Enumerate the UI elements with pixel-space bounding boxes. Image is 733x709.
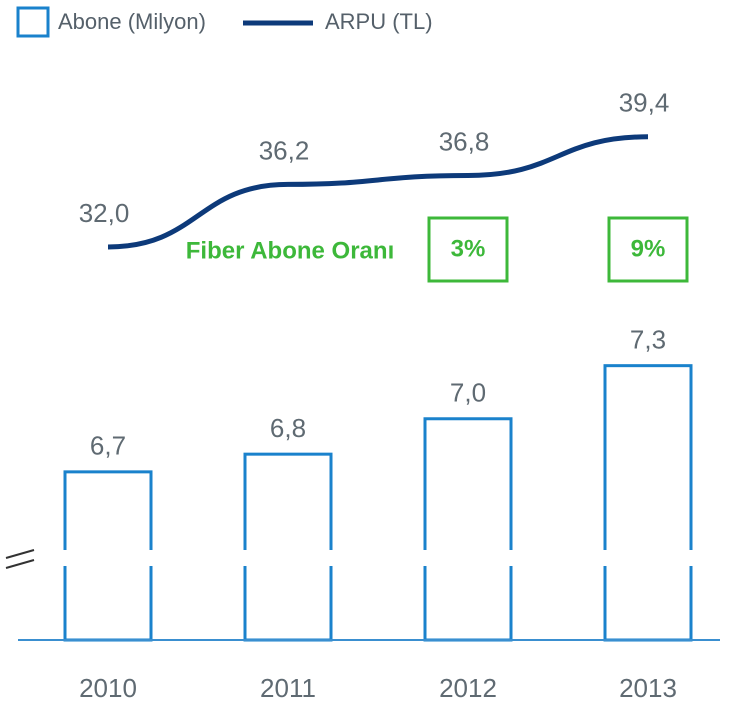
value-label: 36,8 <box>439 126 490 156</box>
axis-break <box>62 550 154 566</box>
legend-label: ARPU (TL) <box>325 9 433 34</box>
x-tick-label: 2013 <box>619 673 677 703</box>
fiber-box <box>427 216 509 283</box>
fiber-value: 9% <box>631 235 666 262</box>
axis-break <box>602 550 694 566</box>
axis-break <box>422 550 514 566</box>
legend-swatch-bar <box>16 6 50 38</box>
fiber-box <box>607 216 689 283</box>
break-mark <box>5 549 35 559</box>
value-label: 6,8 <box>270 413 306 443</box>
legend-label: Abone (Milyon) <box>58 9 206 34</box>
line <box>107 134 649 250</box>
value-label: 32,0 <box>79 198 130 228</box>
x-tick-label: 2011 <box>260 673 316 703</box>
value-label: 7,0 <box>450 378 486 408</box>
x-tick-label: 2010 <box>79 673 137 703</box>
axis-break <box>242 550 334 566</box>
break-mark <box>5 559 35 569</box>
value-label: 6,7 <box>90 431 126 461</box>
fiber-value: 3% <box>451 235 486 262</box>
value-label: 7,3 <box>630 325 666 355</box>
bar <box>603 364 693 642</box>
bar <box>423 417 513 642</box>
x-tick-label: 2012 <box>439 673 497 703</box>
bar <box>243 452 333 642</box>
value-label: 36,2 <box>259 135 310 165</box>
value-label: 39,4 <box>619 88 670 118</box>
fiber-label: Fiber Abone Oranı <box>186 237 394 264</box>
